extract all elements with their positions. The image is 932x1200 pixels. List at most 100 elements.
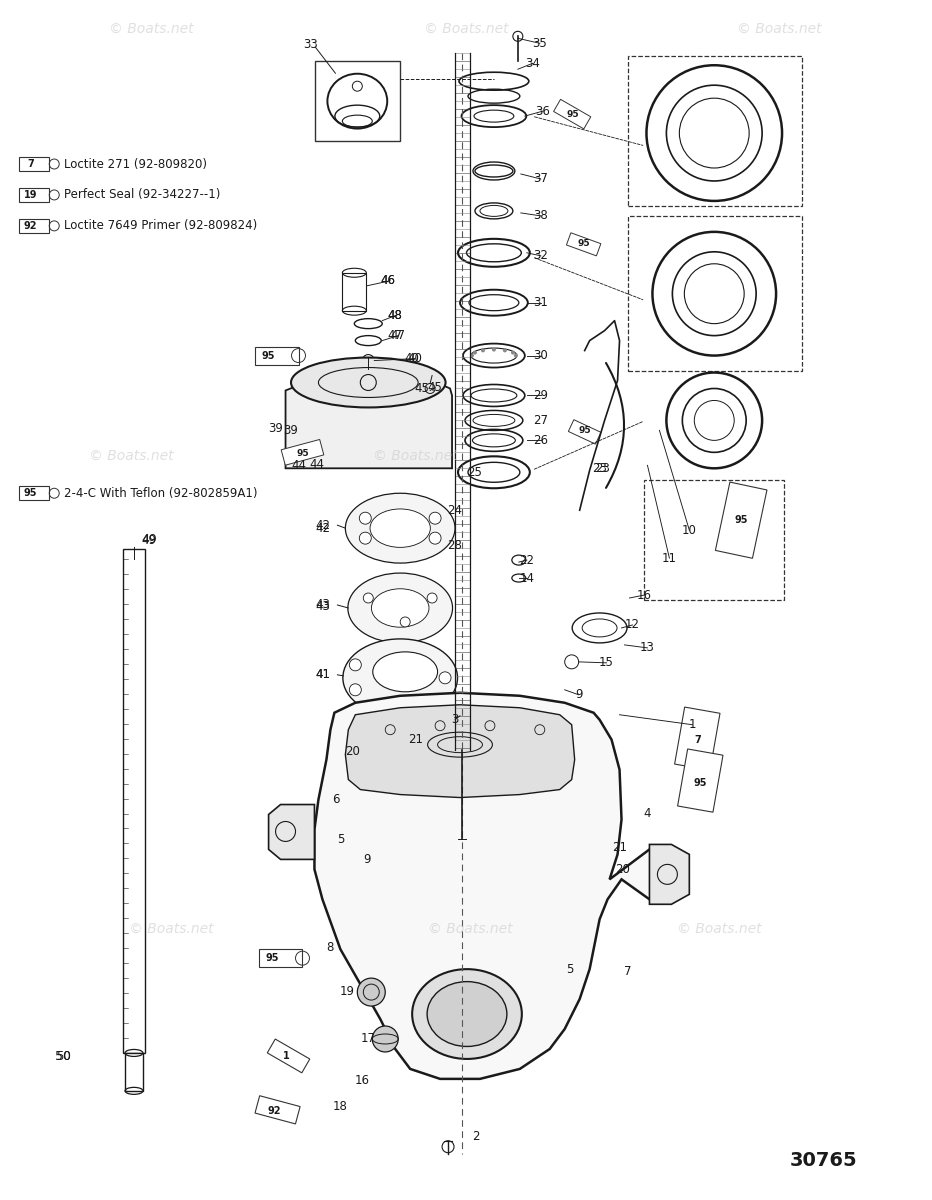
Text: © Boats.net: © Boats.net bbox=[677, 923, 761, 936]
Text: 8: 8 bbox=[327, 941, 334, 954]
Bar bbox=[675, 707, 720, 770]
Text: © Boats.net: © Boats.net bbox=[89, 449, 173, 463]
Text: 3: 3 bbox=[451, 713, 459, 726]
Circle shape bbox=[427, 593, 437, 602]
Text: 46: 46 bbox=[381, 275, 396, 287]
Text: 48: 48 bbox=[388, 310, 403, 322]
Text: 95: 95 bbox=[579, 426, 591, 434]
Bar bbox=[554, 100, 591, 128]
Text: 95: 95 bbox=[734, 515, 747, 526]
Bar bbox=[281, 439, 323, 466]
Bar bbox=[644, 480, 784, 600]
Circle shape bbox=[514, 354, 518, 358]
Text: © Boats.net: © Boats.net bbox=[129, 923, 213, 936]
Text: 23: 23 bbox=[596, 462, 610, 475]
Text: 16: 16 bbox=[355, 1074, 370, 1087]
Text: 18: 18 bbox=[333, 1100, 348, 1114]
Text: 95: 95 bbox=[266, 953, 280, 964]
Bar bbox=[258, 949, 303, 967]
Text: 22: 22 bbox=[519, 553, 534, 566]
Text: 6: 6 bbox=[332, 793, 339, 806]
Text: 9: 9 bbox=[575, 689, 582, 701]
Text: 95: 95 bbox=[577, 239, 590, 248]
Circle shape bbox=[360, 512, 371, 524]
Ellipse shape bbox=[412, 970, 522, 1058]
Text: 33: 33 bbox=[303, 37, 318, 50]
Text: 32: 32 bbox=[533, 250, 548, 263]
Text: 44: 44 bbox=[291, 458, 306, 472]
Ellipse shape bbox=[346, 493, 455, 563]
Text: 95: 95 bbox=[296, 449, 308, 458]
Bar bbox=[123, 550, 145, 1052]
Text: 17: 17 bbox=[361, 1032, 376, 1045]
Text: 50: 50 bbox=[56, 1050, 71, 1063]
Text: 46: 46 bbox=[381, 275, 396, 287]
Polygon shape bbox=[650, 845, 690, 905]
Bar bbox=[20, 188, 49, 202]
Text: 1: 1 bbox=[689, 719, 696, 731]
Circle shape bbox=[350, 684, 362, 696]
Bar bbox=[20, 157, 49, 170]
Text: 45: 45 bbox=[428, 380, 443, 394]
Circle shape bbox=[429, 512, 441, 524]
Ellipse shape bbox=[343, 638, 458, 716]
Circle shape bbox=[350, 659, 362, 671]
Text: 30765: 30765 bbox=[790, 1151, 857, 1170]
Bar bbox=[569, 420, 601, 444]
Text: 4: 4 bbox=[644, 808, 651, 820]
Text: 1: 1 bbox=[283, 1051, 290, 1061]
Circle shape bbox=[473, 350, 477, 354]
Text: © Boats.net: © Boats.net bbox=[373, 449, 458, 463]
Circle shape bbox=[511, 350, 514, 354]
Circle shape bbox=[492, 348, 496, 352]
Text: 7: 7 bbox=[27, 160, 34, 169]
Ellipse shape bbox=[348, 574, 453, 643]
Text: 35: 35 bbox=[532, 37, 547, 49]
Ellipse shape bbox=[372, 589, 429, 628]
Text: Perfect Seal (92-34227--1): Perfect Seal (92-34227--1) bbox=[64, 188, 221, 202]
Ellipse shape bbox=[291, 358, 445, 408]
Polygon shape bbox=[285, 374, 452, 468]
Text: 38: 38 bbox=[533, 209, 548, 222]
Text: 39: 39 bbox=[268, 422, 283, 434]
Text: 92: 92 bbox=[23, 221, 37, 230]
Circle shape bbox=[481, 348, 485, 353]
Text: 11: 11 bbox=[662, 552, 677, 564]
Text: 31: 31 bbox=[533, 296, 548, 310]
Text: 42: 42 bbox=[315, 522, 330, 535]
Text: Loctite 271 (92-809820): Loctite 271 (92-809820) bbox=[64, 157, 207, 170]
Text: 41: 41 bbox=[315, 668, 330, 682]
Text: 39: 39 bbox=[283, 424, 298, 437]
Text: 47: 47 bbox=[388, 329, 403, 342]
Text: 95: 95 bbox=[262, 350, 275, 360]
Circle shape bbox=[372, 1026, 398, 1052]
Text: 23: 23 bbox=[592, 462, 607, 475]
Ellipse shape bbox=[427, 982, 507, 1046]
Text: 2-4-C With Teflon (92-802859A1): 2-4-C With Teflon (92-802859A1) bbox=[64, 487, 258, 499]
Text: 20: 20 bbox=[345, 745, 360, 758]
Bar bbox=[315, 61, 400, 142]
Circle shape bbox=[400, 617, 410, 626]
Text: 29: 29 bbox=[533, 389, 548, 402]
Circle shape bbox=[470, 354, 474, 358]
Text: 7: 7 bbox=[624, 965, 631, 978]
Text: © Boats.net: © Boats.net bbox=[737, 23, 821, 36]
Text: 50: 50 bbox=[55, 1050, 71, 1063]
Text: 37: 37 bbox=[533, 173, 548, 186]
Bar bbox=[627, 216, 802, 371]
Bar bbox=[342, 272, 366, 311]
Text: 26: 26 bbox=[533, 434, 548, 446]
Text: 19: 19 bbox=[340, 984, 355, 997]
Text: 43: 43 bbox=[315, 599, 330, 612]
Circle shape bbox=[360, 532, 371, 544]
Polygon shape bbox=[268, 804, 314, 859]
Text: 40: 40 bbox=[407, 352, 422, 365]
Bar bbox=[716, 482, 767, 558]
Text: 49: 49 bbox=[141, 533, 157, 546]
Circle shape bbox=[429, 532, 441, 544]
Text: 5: 5 bbox=[566, 962, 573, 976]
Text: 15: 15 bbox=[599, 656, 614, 670]
Text: 47: 47 bbox=[391, 329, 405, 342]
Text: 36: 36 bbox=[535, 104, 550, 118]
Text: 95: 95 bbox=[567, 109, 579, 119]
